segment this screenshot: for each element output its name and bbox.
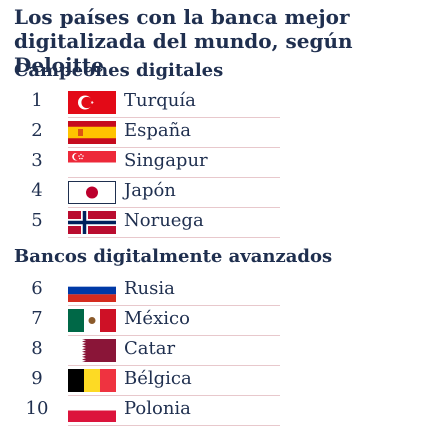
belgium-flag-icon <box>68 369 116 392</box>
row-divider <box>68 365 280 366</box>
rank-label: 2 <box>31 120 43 141</box>
row-divider <box>68 117 280 118</box>
row-divider <box>68 177 280 178</box>
row-divider <box>68 335 280 336</box>
rank-label: 4 <box>31 180 43 201</box>
table-row: 10 Polonia <box>0 396 448 425</box>
japan-flag-icon <box>68 181 116 204</box>
table-row: 6 Rusia <box>0 276 448 305</box>
russia-flag-icon <box>68 279 116 302</box>
singapore-flag-icon <box>68 151 116 174</box>
norway-flag-icon <box>68 211 116 234</box>
table-row: 1 Turquía <box>0 88 448 117</box>
rank-label: 7 <box>31 308 43 329</box>
table-row: 5 Noruega <box>0 208 448 237</box>
row-divider <box>68 237 280 238</box>
rank-label: 10 <box>25 398 49 419</box>
row-divider <box>68 425 280 426</box>
table-row: 3 Singapur <box>0 148 448 177</box>
group-label-campeones: Campeones digitales <box>14 60 224 81</box>
country-label: Noruega <box>124 210 204 231</box>
table-row: 2 España <box>0 118 448 147</box>
table-row: 7 México <box>0 306 448 335</box>
row-divider <box>68 147 280 148</box>
table-row: 4 Japón <box>0 178 448 207</box>
qatar-flag-icon <box>68 339 116 362</box>
spain-flag-icon <box>68 121 116 144</box>
turkey-flag-icon <box>68 91 116 114</box>
rank-label: 5 <box>31 210 43 231</box>
rank-label: 8 <box>31 338 43 359</box>
chart-title: Los países con la banca mejor digitaliza… <box>14 5 353 77</box>
row-divider <box>68 305 280 306</box>
rank-label: 6 <box>31 278 43 299</box>
country-label: Polonia <box>124 398 191 419</box>
country-label: España <box>124 120 191 141</box>
country-label: Japón <box>124 180 176 201</box>
group-label-avanzados: Bancos digitalmente avanzados <box>14 246 333 267</box>
country-label: Rusia <box>124 278 175 299</box>
row-divider <box>68 207 280 208</box>
mexico-flag-icon <box>68 309 116 332</box>
table-row: 8 Catar <box>0 336 448 365</box>
country-label: México <box>124 308 190 329</box>
country-label: Catar <box>124 338 176 359</box>
country-label: Turquía <box>124 90 196 111</box>
rank-label: 3 <box>31 150 43 171</box>
table-row: 9 Bélgica <box>0 366 448 395</box>
rank-label: 9 <box>31 368 43 389</box>
poland-flag-icon <box>68 399 116 422</box>
country-label: Singapur <box>124 150 208 171</box>
country-label: Bélgica <box>124 368 192 389</box>
rank-label: 1 <box>31 90 43 111</box>
row-divider <box>68 395 280 396</box>
